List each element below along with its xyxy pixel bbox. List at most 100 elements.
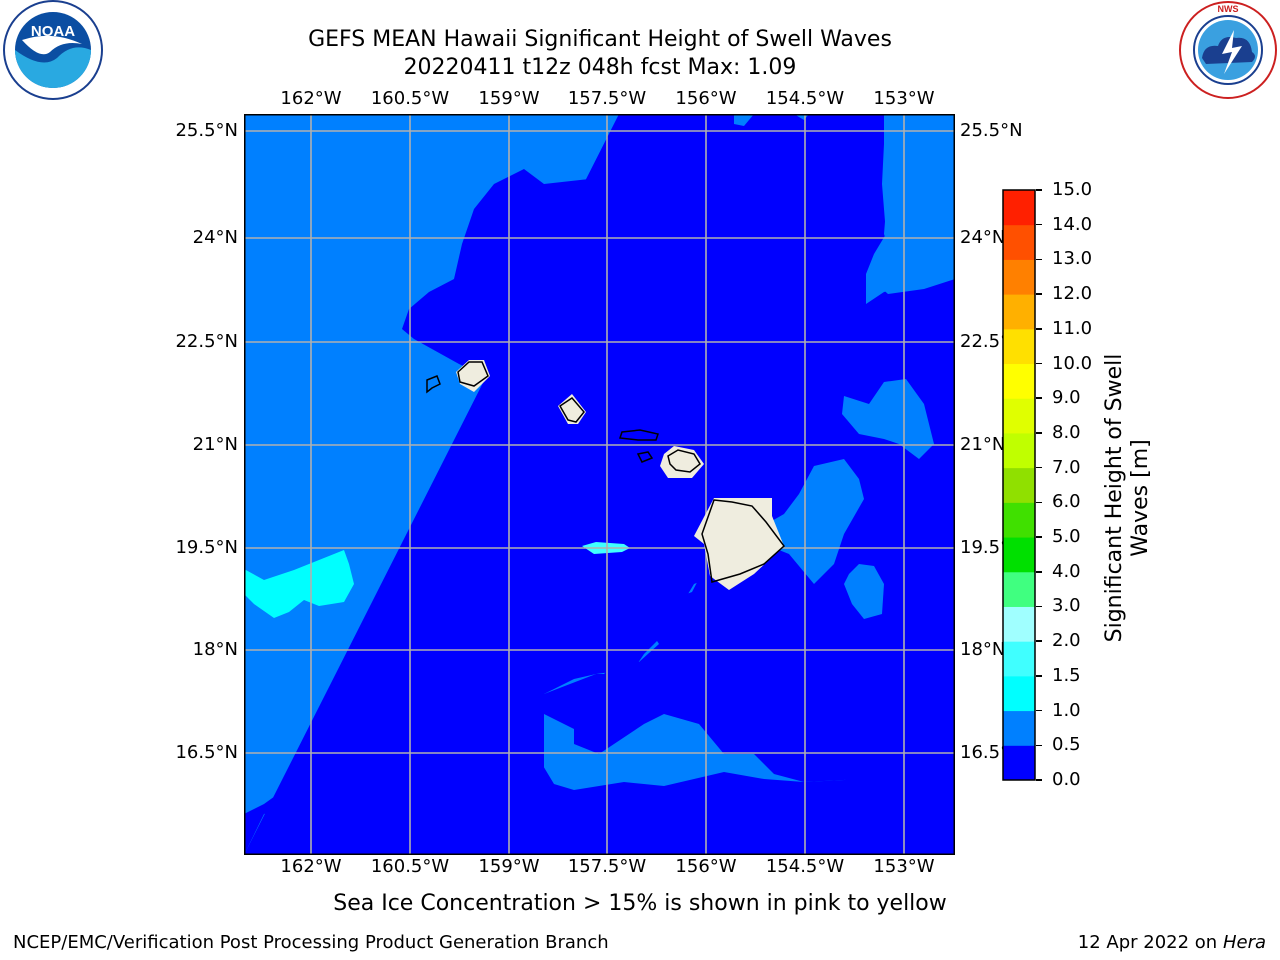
colorbar-segment xyxy=(1003,363,1035,399)
island-maui-coast xyxy=(667,449,701,473)
colorbar-tick-mark xyxy=(1036,258,1042,261)
colorbar-frame xyxy=(1002,189,1036,781)
colorbar-tick-mark xyxy=(1036,362,1042,365)
lat-tick-left: 24°N xyxy=(192,227,238,248)
colorbar-segment xyxy=(1003,224,1035,260)
island-molokai xyxy=(618,429,659,441)
lat-tick-left: 21°N xyxy=(192,434,238,455)
colorbar-tick-mark xyxy=(1036,709,1042,712)
graticule xyxy=(244,114,955,855)
colorbar-tick-mark xyxy=(1036,605,1042,608)
map-frame xyxy=(244,114,955,855)
sea-ice-note: Sea Ice Concentration > 15% is shown in … xyxy=(333,891,947,916)
colorbar-label-line2: Waves [m] xyxy=(1128,439,1153,557)
colorbar-segment xyxy=(1003,432,1035,469)
svg-text:NWS: NWS xyxy=(1218,4,1239,14)
footer-left: NCEP/EMC/Verification Post Processing Pr… xyxy=(13,932,609,953)
lat-tick-right: 18°N xyxy=(960,639,1006,660)
colorbar-tick-label: 1.5 xyxy=(1052,664,1081,686)
lon-tick-bottom: 153°W xyxy=(873,856,935,877)
colorbar-segment xyxy=(1003,606,1035,642)
lon-tick-top: 157.5°W xyxy=(567,88,647,109)
lon-tick-bottom: 160.5°W xyxy=(370,856,450,877)
colorbar-tick-mark xyxy=(1036,293,1042,295)
colorbar-tick-mark xyxy=(1036,223,1042,226)
island-hawaii-coast xyxy=(701,499,786,583)
lon-tick-top: 160.5°W xyxy=(370,88,450,109)
colorbar-label: Significant Height of Swell Waves [m] xyxy=(1102,338,1154,658)
sea-patch-se-small xyxy=(844,564,884,619)
noaa-logo-text: NOAA xyxy=(31,23,75,40)
lat-tick-right: 24°N xyxy=(960,227,1006,248)
sea-patch-top xyxy=(734,114,754,126)
colorbar-segment xyxy=(1003,502,1035,538)
lat-tick-left: 18°N xyxy=(192,639,238,660)
colorbar-tick-mark xyxy=(1036,397,1042,399)
colorbar-tick-mark xyxy=(1036,640,1042,642)
colorbar-tick-label: 9.0 xyxy=(1052,387,1081,409)
chart-subtitle: 20220411 t12z 048h fcst Max: 1.09 xyxy=(403,55,797,80)
colorbar-tick-label: 4.0 xyxy=(1052,560,1081,582)
lon-tick-bottom: 154.5°W xyxy=(765,856,845,877)
colorbar-tick-mark xyxy=(1036,779,1042,781)
colorbar-segment xyxy=(1003,571,1035,607)
footer-date: 12 Apr 2022 on xyxy=(1077,932,1218,953)
colorbar-tick-label: 10.0 xyxy=(1052,352,1093,374)
colorbar-tick-label: 8.0 xyxy=(1052,421,1081,443)
colorbar-tick-mark xyxy=(1036,328,1042,330)
islands xyxy=(426,360,786,590)
lon-tick-top: 154.5°W xyxy=(765,88,845,109)
lon-tick-bottom: 159°W xyxy=(478,856,540,877)
island-niihau xyxy=(426,375,441,394)
colorbar-segment xyxy=(1003,537,1035,573)
colorbar-segment xyxy=(1003,467,1035,503)
lon-tick-top: 156°W xyxy=(675,88,737,109)
lat-tick-left: 16.5°N xyxy=(175,742,238,763)
nws-logo-icon: NWS xyxy=(1179,1,1277,99)
colorbar-segment xyxy=(1003,398,1035,434)
colorbar-segment xyxy=(1003,328,1035,365)
colorbar-segment xyxy=(1003,745,1035,781)
island-kauai-coast xyxy=(457,361,489,387)
sea-patch-east xyxy=(842,379,934,459)
colorbar-tick-mark xyxy=(1036,466,1042,469)
colorbar-tick-mark xyxy=(1036,501,1042,504)
footer-right: 12 Apr 2022 on Hera xyxy=(1078,932,1266,954)
colorbar-label-line1: Significant Height of Swell xyxy=(1102,353,1127,643)
lat-tick-left: 22.5°N xyxy=(175,331,238,352)
colorbar-tick-label: 11.0 xyxy=(1052,317,1093,339)
colorbar-tick-mark xyxy=(1036,432,1042,434)
lon-tick-bottom: 162°W xyxy=(280,856,342,877)
sea-patch-northeast xyxy=(866,114,955,304)
colorbar-tick-label: 6.0 xyxy=(1052,491,1081,513)
colorbar-tick-label: 13.0 xyxy=(1052,248,1093,270)
colorbar-tick-label: 3.0 xyxy=(1052,595,1081,617)
colorbar-tick-label: 0.5 xyxy=(1052,734,1081,756)
colorbar-tick-mark xyxy=(1036,571,1042,573)
chart-title: GEFS MEAN Hawaii Significant Height of S… xyxy=(308,27,892,52)
lon-tick-top: 162°W xyxy=(280,88,342,109)
colorbar-segment xyxy=(1003,710,1035,746)
colorbar-tick-label: 7.0 xyxy=(1052,456,1081,478)
colorbar-tick-mark xyxy=(1036,744,1042,747)
island-oahu-coast xyxy=(559,397,585,423)
island-hawaii xyxy=(694,498,784,590)
colorbar-tick-label: 15.0 xyxy=(1052,179,1093,200)
noaa-logo-icon: NOAA xyxy=(3,0,103,100)
swell-height-map xyxy=(244,114,955,855)
lat-tick-left: 25.5°N xyxy=(175,120,238,141)
colorbar-segment xyxy=(1003,675,1035,712)
lat-tick-left: 19.5°N xyxy=(175,537,238,558)
colorbar-tick-label: 0.0 xyxy=(1052,769,1081,790)
colorbar-tick-label: 14.0 xyxy=(1052,213,1093,235)
sea-band-10-15-west xyxy=(244,550,354,618)
colorbar-segment xyxy=(1003,294,1035,330)
colorbar-tick-mark xyxy=(1036,189,1042,191)
lon-tick-bottom: 157.5°W xyxy=(567,856,647,877)
colorbar-tick-label: 2.0 xyxy=(1052,630,1081,652)
colorbar-segment xyxy=(1003,259,1035,295)
lon-tick-bottom: 156°W xyxy=(675,856,737,877)
colorbar-tick-mark xyxy=(1036,675,1042,677)
colorbar xyxy=(1002,189,1036,781)
lat-tick-right: 21°N xyxy=(960,434,1006,455)
